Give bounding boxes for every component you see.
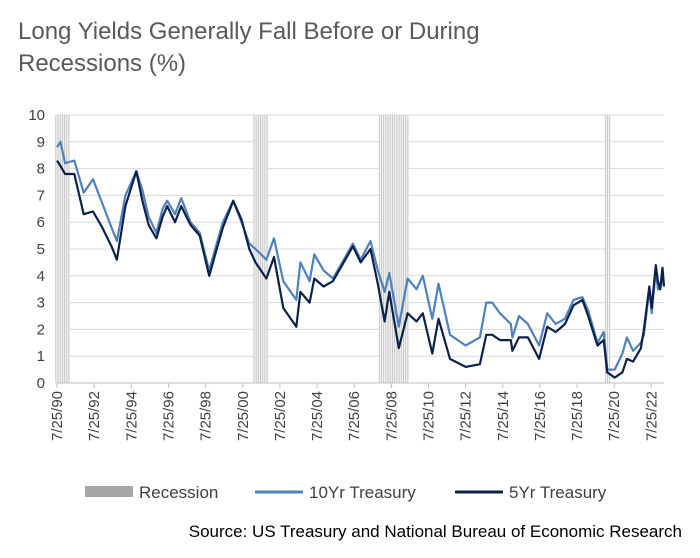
x-tick-label: 7/25/00: [235, 391, 252, 441]
legend-label: 5Yr Treasury: [509, 483, 607, 502]
x-tick-label: 7/25/18: [569, 391, 586, 441]
y-tick-label: 9: [37, 134, 45, 151]
x-tick-label: 7/25/12: [458, 391, 475, 441]
y-tick-label: 10: [28, 107, 45, 124]
x-tick-label: 7/25/92: [86, 391, 103, 441]
x-tick-label: 7/25/10: [420, 391, 437, 441]
x-tick-label: 7/25/04: [309, 391, 326, 441]
y-tick-label: 4: [37, 268, 45, 285]
gridlines: [57, 114, 664, 357]
x-tick-label: 7/25/02: [272, 391, 289, 441]
y-tick-label: 2: [37, 321, 45, 338]
y-tick-label: 7: [37, 187, 45, 204]
x-tick-label: 7/25/22: [643, 391, 660, 441]
chart-title: Long Yields Generally Fall Before or Dur…: [18, 18, 480, 77]
y-tick-label: 6: [37, 214, 45, 231]
legend-label: 10Yr Treasury: [309, 483, 416, 502]
x-tick-label: 7/25/94: [123, 391, 140, 441]
y-tick-label: 1: [37, 348, 45, 365]
y-tick-label: 3: [37, 295, 45, 312]
legend-label: Recession: [139, 483, 218, 502]
x-tick-label: 7/25/98: [198, 391, 215, 441]
x-tick-label: 7/25/20: [606, 391, 623, 441]
x-axis-ticks: 7/25/90 7/25/92 7/25/94 7/25/96 7/25/98 7/25/…: [49, 383, 660, 441]
y-tick-label: 8: [37, 161, 45, 178]
x-tick-label: 7/25/08: [383, 391, 400, 441]
y-axis-ticks: 0 1 2 3 4 5 6 7 8 9 10: [28, 107, 45, 392]
y-tick-label: 5: [37, 241, 45, 258]
series-lines: [56, 140, 666, 379]
x-tick-label: 7/25/06: [346, 391, 363, 441]
x-tick-label: 7/25/90: [49, 391, 66, 441]
source-note: Source: US Treasury and National Bureau …: [188, 522, 682, 541]
x-tick-label: 7/25/96: [160, 391, 177, 441]
recession-bands: [55, 115, 611, 383]
x-tick-label: 7/25/16: [532, 391, 549, 441]
legend-swatch-recession: [85, 486, 133, 497]
series-line-5yr-treasury: [56, 159, 666, 379]
legend: Recession 10Yr Treasury 5Yr Treasury: [85, 483, 607, 502]
y-tick-label: 0: [37, 375, 45, 392]
series-line-10yr-treasury: [56, 140, 666, 371]
x-tick-label: 7/25/14: [495, 391, 512, 441]
